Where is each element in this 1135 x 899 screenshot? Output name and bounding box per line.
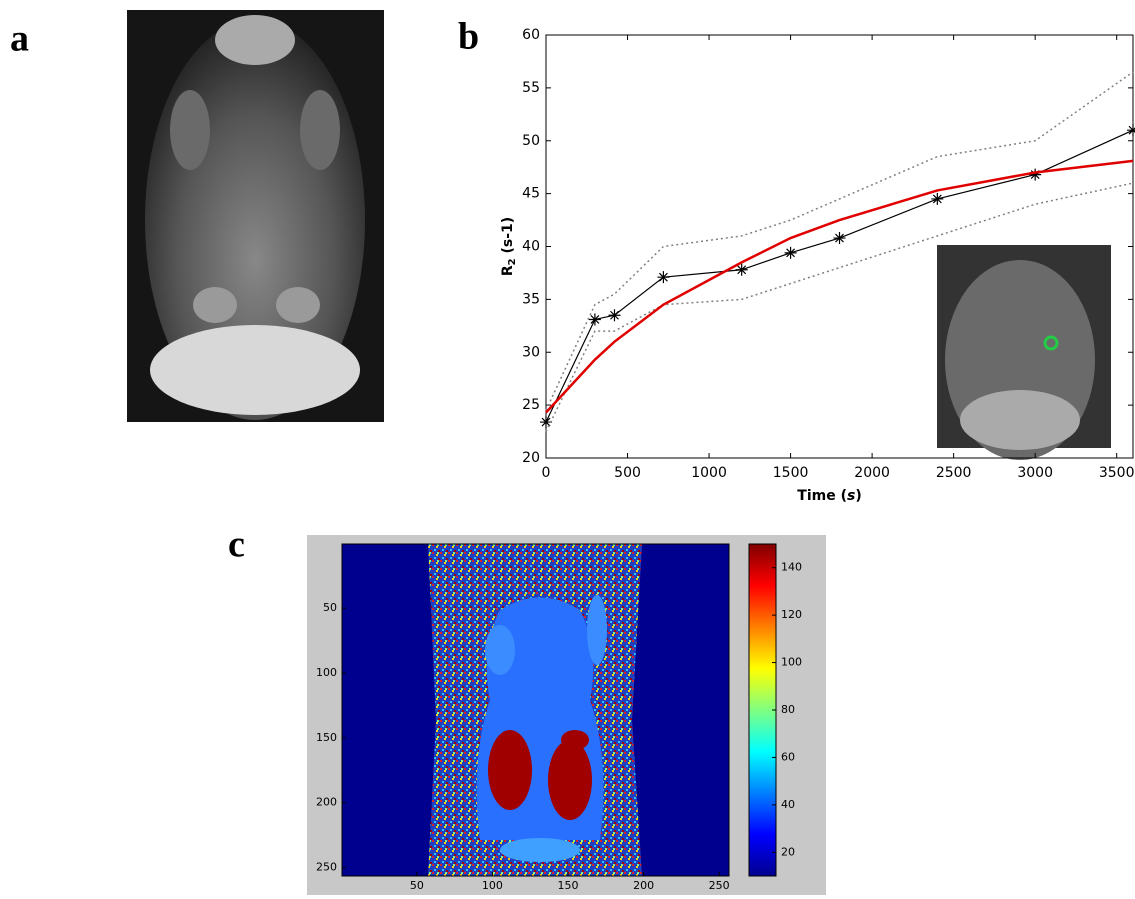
y-axis-label: R2 (s-1) <box>500 217 518 276</box>
x-tick-label: 0 <box>542 465 551 481</box>
colorbar-tick-label: 80 <box>781 703 795 716</box>
data-point <box>931 192 944 205</box>
y-tick-label: 200 <box>316 796 337 809</box>
x-label-part: ) <box>855 488 861 504</box>
x-tick-label: 100 <box>482 879 503 892</box>
line-chart: 0 500 1000 1500 2000 2500 3000 3500 20 25 30 35 40 45… <box>500 27 1135 504</box>
y-tick-label: 30 <box>522 344 540 360</box>
y-label-part: R <box>500 265 516 276</box>
panel-label: a <box>10 18 29 60</box>
x-tick-label: 250 <box>709 879 730 892</box>
x-label-part: s <box>847 488 855 504</box>
y-tick-label: 100 <box>316 666 337 679</box>
x-tick-label: 50 <box>410 879 424 892</box>
colorbar-tick-label: 140 <box>781 561 802 574</box>
colorbar-tick-label: 60 <box>781 750 795 763</box>
x-tick-label: 150 <box>558 879 579 892</box>
data-point <box>608 309 621 322</box>
data-line <box>545 129 1134 423</box>
y-tick-label: 55 <box>522 80 540 96</box>
data-point <box>588 313 601 326</box>
data-point <box>1029 168 1042 181</box>
colorbar-tick-label: 120 <box>781 608 802 621</box>
mri-image <box>127 10 384 422</box>
data-point <box>735 263 748 276</box>
x-label-part: Time ( <box>797 488 847 504</box>
inset-image <box>937 245 1111 460</box>
y-tick-label: 50 <box>323 601 337 614</box>
x-tick-label: 2500 <box>936 465 972 481</box>
data-point <box>540 416 552 429</box>
data-line <box>545 159 1134 414</box>
data-point <box>657 271 670 284</box>
y-tick-label: 250 <box>316 861 337 874</box>
x-tick-label: 2000 <box>854 465 890 481</box>
heatmap-image <box>342 544 729 876</box>
panel-label: b <box>458 16 479 58</box>
y-tick-label: 45 <box>522 186 540 202</box>
y-tick-label: 50 <box>522 133 540 149</box>
colorbar <box>748 543 777 877</box>
y-tick-label: 35 <box>522 291 540 307</box>
y-tick-label: 150 <box>316 731 337 744</box>
y-tick-label: 25 <box>522 397 540 413</box>
x-tick-label: 3500 <box>1099 465 1135 481</box>
data-point <box>1127 124 1135 137</box>
x-tick-label: 500 <box>614 465 641 481</box>
data-point <box>784 246 797 259</box>
x-axis-label: Time (s) <box>797 488 861 504</box>
panel-label: c <box>228 524 245 566</box>
x-tick-label: 1500 <box>773 465 809 481</box>
colorbar-tick-label: 40 <box>781 798 795 811</box>
y-tick-label: 20 <box>522 450 540 466</box>
data-line <box>545 182 1134 432</box>
x-tick-label: 1000 <box>691 465 727 481</box>
data-point <box>833 232 846 245</box>
data-line <box>545 71 1134 411</box>
heatmap-axes: 50 100 150 200 250 50 100 150 200 250 20 40 60 80 100 1… <box>316 543 802 892</box>
colorbar-tick-label: 100 <box>781 656 802 669</box>
y-tick-label: 40 <box>522 239 540 255</box>
x-tick-label: 200 <box>633 879 654 892</box>
colorbar-tick-label: 20 <box>781 845 795 858</box>
y-tick-label: 60 <box>522 27 540 43</box>
y-label-part: (s-1) <box>500 217 516 259</box>
plot-frame <box>341 543 730 877</box>
y-label-part: 2 <box>507 258 518 265</box>
x-tick-label: 3000 <box>1017 465 1053 481</box>
